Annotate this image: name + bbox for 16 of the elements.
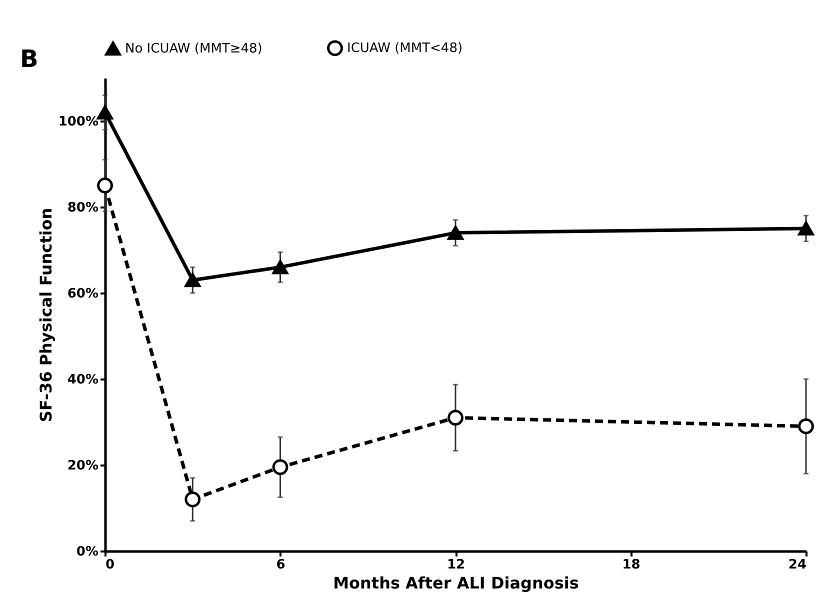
y-tick-label: 60% <box>67 286 98 302</box>
x-tick-label: 6 <box>276 558 286 572</box>
text: B <box>20 45 38 73</box>
x-axis-title: Months After ALI Diagnosis <box>333 574 579 592</box>
legend-label: No ICUAW (MMT≥48) <box>125 42 262 57</box>
x-tick-label: 24 <box>788 558 806 572</box>
x-tick-label: 0 <box>106 558 115 572</box>
y-tick-label: 40% <box>67 372 98 388</box>
y-tick-label: 80% <box>67 200 98 216</box>
x-tick-label: 18 <box>622 558 640 572</box>
x-tick-label: 12 <box>446 558 466 572</box>
y-axis-title: SF-36 Physical Function <box>36 208 56 422</box>
y-tick-label: 20% <box>67 458 98 474</box>
y-tick-label: 0% <box>76 544 98 560</box>
y-tick-label: 100% <box>58 114 98 130</box>
legend-label: ICUAW (MMT<48) <box>347 41 463 56</box>
